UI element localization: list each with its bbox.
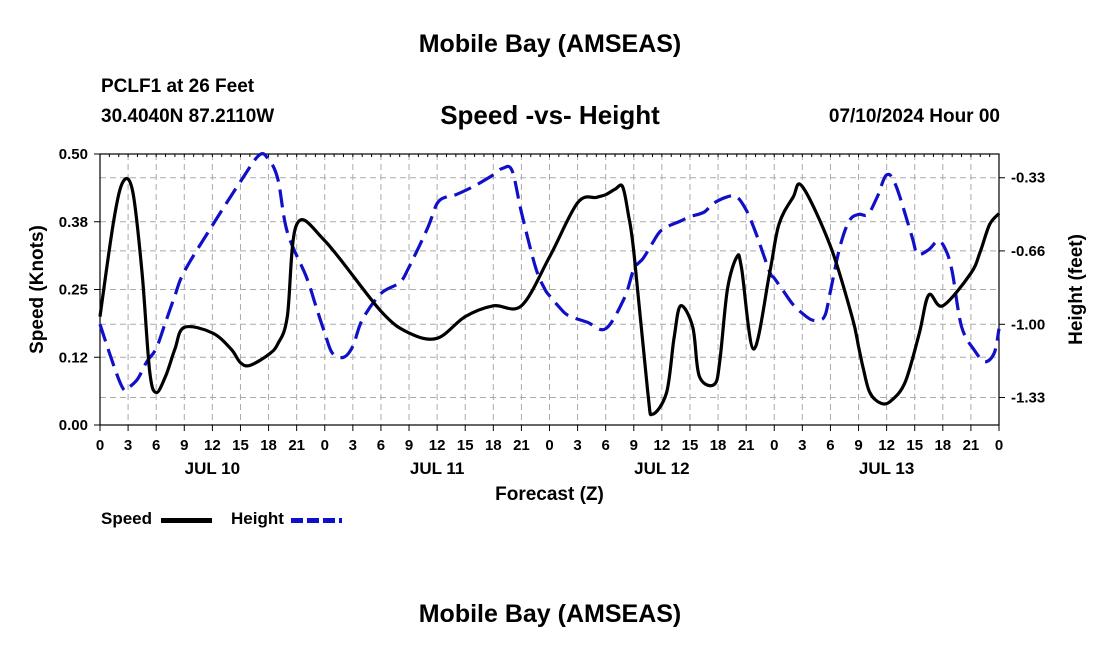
forecast-date: 07/10/2024 Hour 00 [828,106,1000,127]
chart-subtitle: Speed -vs- Height [440,100,660,130]
legend-speed-label: Speed [101,509,153,528]
y2-tick-label: -1.00 [1011,316,1045,333]
x-tick-label: 9 [854,437,862,454]
y-tick-label: 0.25 [59,282,88,299]
series-line-height [98,152,1001,393]
y-tick-label: 0.00 [59,417,88,434]
footer-chart-title: Mobile Bay (AMSEAS) [418,600,682,628]
plot-frame [99,153,1000,426]
x-tick-label: 9 [180,437,188,454]
x-axis-title: Forecast (Z) [495,484,604,505]
y-tick-label: 0.12 [59,349,88,366]
y2-tick-label: -1.33 [1011,389,1045,406]
x-tick-label: 21 [513,437,530,454]
station-label: PCLF1 at 26 Feet [101,76,255,97]
x-tick-label: 6 [602,437,610,454]
x-tick-label: 12 [204,437,221,454]
x-tick-label: 6 [826,437,834,454]
x-tick-label: 15 [906,437,923,454]
x-tick-label: 3 [349,437,357,454]
series-line-speed [98,176,1001,417]
x-day-label: JUL 10 [185,459,240,478]
legend-height-swatch [291,518,342,523]
x-tick-label: 9 [405,437,413,454]
x-tick-label: 21 [738,437,755,454]
x-tick-label: 3 [798,437,806,454]
speed-height-chart: 0 3 6 9 12 15 18 21 0 3 6 9 12 15 18 21 0 3 6 9 12 15 18 21 0 3 6 9… [27,146,1087,505]
y-tick-label: 0.50 [59,146,88,163]
x-tick-label: 21 [288,437,305,454]
x-tick-label: 15 [682,437,699,454]
x-tick-label: 0 [770,437,778,454]
y-tick-label: 0.38 [59,214,88,231]
y-axis-title: Speed (Knots) [27,225,48,354]
x-tick-label: 18 [934,437,951,454]
y2-axis-title: Height (feet) [1066,234,1087,345]
x-tick-label: 0 [995,437,1003,454]
station-coordinates: 30.4040N 87.2110W [101,106,275,127]
x-tick-label: 6 [377,437,385,454]
legend-height-label: Height [231,509,284,528]
x-tick-label: 18 [710,437,727,454]
x-tick-label: 15 [232,437,249,454]
chart-title: Mobile Bay (AMSEAS) [418,30,682,58]
x-day-label: JUL 12 [634,459,689,478]
x-tick-label: 0 [545,437,553,454]
x-day-label: JUL 13 [859,459,914,478]
x-tick-label: 6 [152,437,160,454]
x-tick-label: 3 [124,437,132,454]
x-tick-label: 18 [485,437,502,454]
x-day-label: JUL 11 [410,459,465,478]
x-tick-label: 12 [878,437,895,454]
x-tick-label: 21 [963,437,980,454]
x-tick-label: 12 [654,437,671,454]
y2-tick-label: -0.66 [1011,243,1045,260]
legend-speed-swatch [161,518,212,523]
x-tick-label: 0 [321,437,329,454]
x-tick-label: 12 [429,437,446,454]
x-tick-label: 15 [457,437,474,454]
y2-tick-label: -0.33 [1011,170,1045,187]
x-tick-label: 0 [96,437,104,454]
x-tick-label: 9 [630,437,638,454]
x-tick-label: 18 [260,437,277,454]
x-tick-label: 3 [573,437,581,454]
